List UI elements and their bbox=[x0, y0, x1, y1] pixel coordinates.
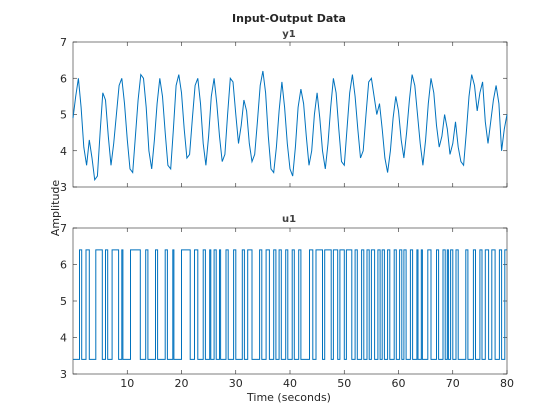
u1-axes-title: u1 bbox=[282, 214, 296, 225]
y1-y-tick-label: 3 bbox=[60, 181, 67, 194]
u1-x-ticks: 10 20 30 40 50 60 70 80 bbox=[120, 228, 514, 390]
u1-y-tick-label: 3 bbox=[60, 368, 67, 381]
u1-x-tick-label: 80 bbox=[500, 377, 514, 390]
u1-x-tick-label: 70 bbox=[446, 377, 460, 390]
x-axis-label: Time (seconds) bbox=[246, 391, 331, 404]
u1-x-tick-label: 60 bbox=[392, 377, 406, 390]
u1-y-ticks: 3 4 5 6 7 bbox=[60, 222, 507, 381]
u1-y-tick-label: 5 bbox=[60, 295, 67, 308]
u1-x-tick-label: 10 bbox=[120, 377, 134, 390]
y1-y-tick-label: 6 bbox=[60, 72, 67, 85]
u1-y-tick-label: 4 bbox=[60, 332, 67, 345]
u1-x-tick-label: 40 bbox=[283, 377, 297, 390]
u1-x-tick-label: 50 bbox=[337, 377, 351, 390]
y1-y-tick-label: 5 bbox=[60, 109, 67, 122]
y1-y-tick-label: 7 bbox=[60, 36, 67, 49]
u1-y-tick-label: 7 bbox=[60, 222, 67, 235]
u1-x-tick-label: 30 bbox=[229, 377, 243, 390]
y1-axes: y1 3 4 5 6 7 bbox=[60, 29, 508, 194]
y1-y-tick-label: 4 bbox=[60, 145, 67, 158]
y1-y-ticks: 3 4 5 6 7 bbox=[60, 36, 507, 194]
u1-axes: u1 3 4 5 6 7 10 20 30 40 50 60 70 80 bbox=[60, 214, 514, 390]
u1-series-line bbox=[73, 249, 507, 360]
y1-series-line bbox=[72, 70, 508, 182]
figure-title: Input-Output Data bbox=[232, 12, 346, 25]
y1-x-ticks bbox=[126, 42, 508, 187]
u1-x-tick-label: 20 bbox=[175, 377, 189, 390]
y-axis-label: Amplitude bbox=[49, 180, 62, 237]
y1-axes-title: y1 bbox=[282, 29, 296, 40]
u1-y-tick-label: 6 bbox=[60, 259, 67, 272]
